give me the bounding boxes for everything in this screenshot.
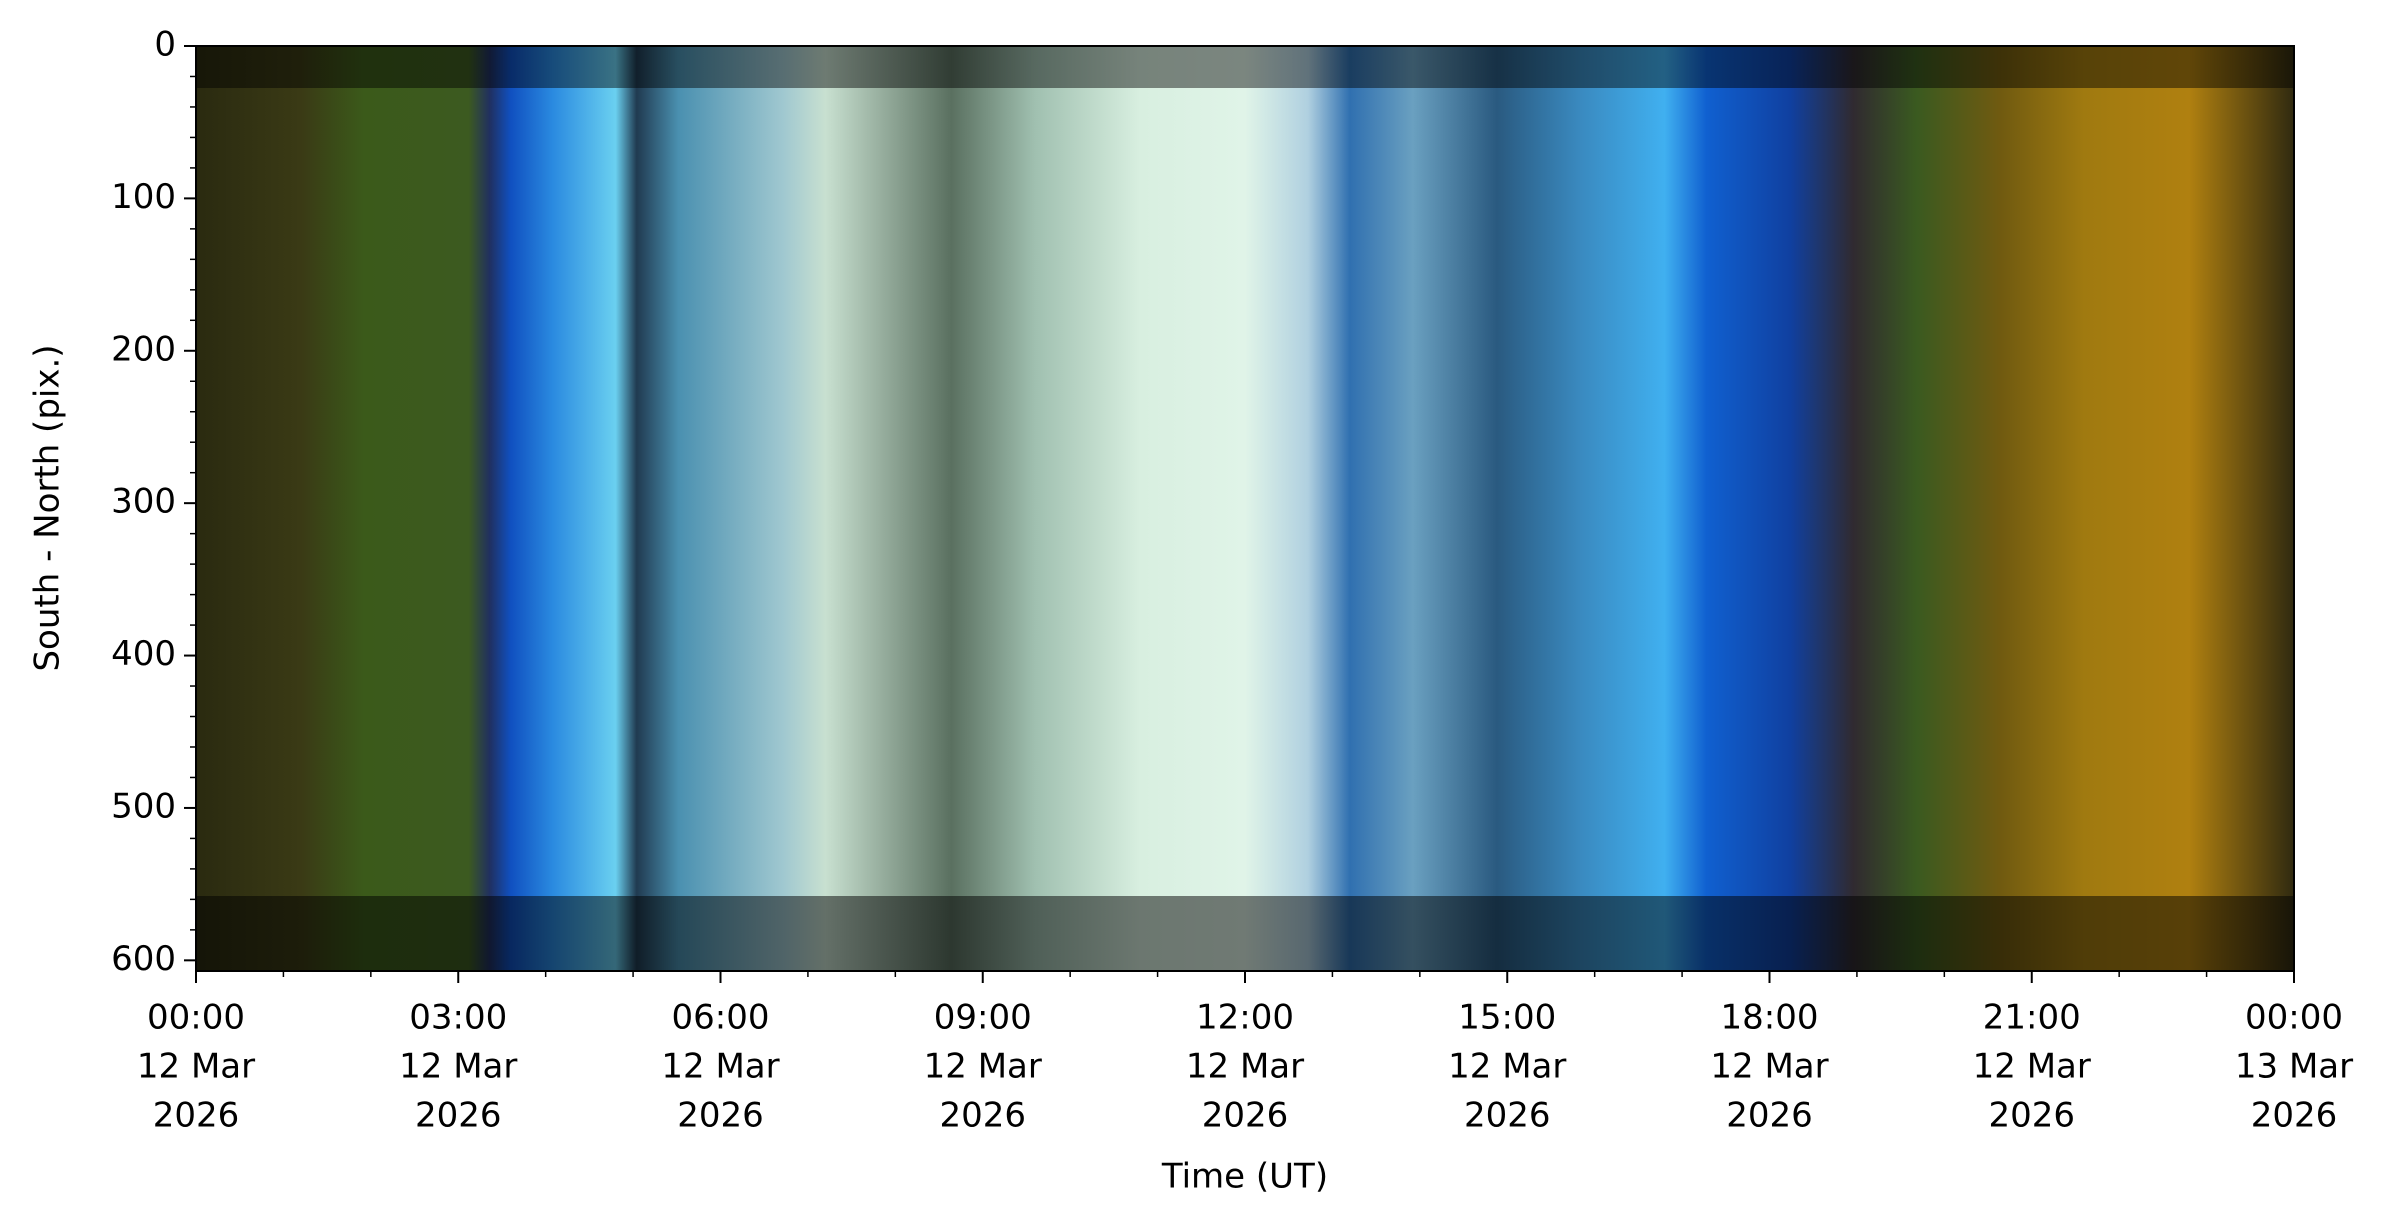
top-band: [196, 46, 2294, 88]
x-tick-label: 00:00: [147, 998, 245, 1038]
x-tick-label: 2026: [1988, 1096, 2075, 1136]
x-tick-label: 12:00: [1196, 998, 1294, 1038]
y-tick-label: 200: [111, 329, 176, 369]
x-tick-label: 2026: [2251, 1096, 2338, 1136]
y-tick-label: 100: [111, 177, 176, 217]
x-tick-label: 13 Mar: [2235, 1047, 2353, 1087]
x-tick-label: 12 Mar: [1710, 1047, 1828, 1087]
x-tick-label: 12 Mar: [1973, 1047, 2091, 1087]
x-tick-label: 2026: [1202, 1096, 1289, 1136]
x-tick-label: 2026: [1726, 1096, 1813, 1136]
x-tick-label: 03:00: [409, 998, 507, 1038]
x-tick-label: 09:00: [934, 998, 1032, 1038]
y-tick-label: 500: [111, 786, 176, 826]
y-tick-label: 0: [154, 25, 176, 65]
y-tick-label: 300: [111, 482, 176, 522]
x-tick-label: 12 Mar: [137, 1047, 255, 1087]
x-tick-label: 12 Mar: [1186, 1047, 1304, 1087]
y-tick-label: 600: [111, 939, 176, 979]
x-tick-label: 00:00: [2245, 998, 2343, 1038]
x-tick-label: 2026: [415, 1096, 502, 1136]
y-tick-label: 400: [111, 634, 176, 674]
x-tick-label: 12 Mar: [399, 1047, 517, 1087]
x-tick-label: 2026: [153, 1096, 240, 1136]
x-tick-label: 18:00: [1721, 998, 1819, 1038]
x-tick-label: 12 Mar: [661, 1047, 779, 1087]
x-tick-label: 21:00: [1983, 998, 2081, 1038]
x-tick-label: 15:00: [1458, 998, 1556, 1038]
x-tick-label: 12 Mar: [924, 1047, 1042, 1087]
x-tick-label: 2026: [939, 1096, 1026, 1136]
y-axis-label: South - North (pix.): [28, 344, 68, 671]
x-tick-label: 2026: [677, 1096, 764, 1136]
x-tick-label: 2026: [1464, 1096, 1551, 1136]
x-tick-label: 06:00: [672, 998, 770, 1038]
x-tick-label: 12 Mar: [1448, 1047, 1566, 1087]
x-axis-label: Time (UT): [1161, 1157, 1328, 1197]
bottom-band: [196, 896, 2294, 971]
keogram-image: [196, 46, 2294, 971]
